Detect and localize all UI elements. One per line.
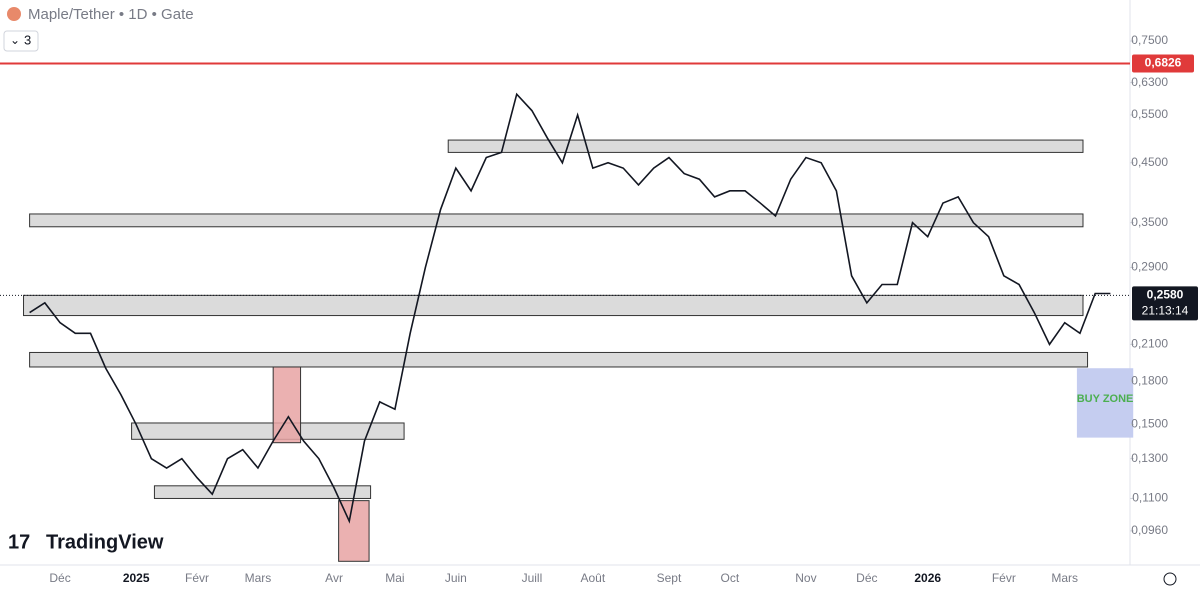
x-tick-label: Févr — [992, 571, 1016, 585]
y-tick-label: 0,0960 — [1131, 523, 1168, 537]
brand: TradingView — [46, 531, 164, 553]
countdown: 21:13:14 — [1142, 304, 1189, 318]
x-tick-label: Déc — [856, 571, 877, 585]
x-tick-label: Mai — [385, 571, 404, 585]
indicator-chevron: ⌄ — [10, 33, 20, 47]
zone-box — [29, 213, 1084, 228]
price-level-tag — [1132, 54, 1194, 73]
settings-icon[interactable] — [1163, 572, 1177, 586]
last-price-tag — [1132, 286, 1198, 321]
x-tick-label: Sept — [657, 571, 682, 585]
y-tick-label: 0,2900 — [1131, 260, 1168, 274]
y-tick-label: 0,2100 — [1131, 337, 1168, 351]
x-tick-label: Nov — [795, 571, 816, 585]
x-tick-label: Avr — [325, 571, 343, 585]
zone-box — [272, 366, 302, 444]
y-tick-label: 0,1100 — [1132, 491, 1168, 505]
price-line — [29, 92, 1111, 524]
zone-box — [23, 294, 1084, 317]
y-tick-label: 0,7500 — [1131, 33, 1168, 47]
x-tick-label: 2026 — [914, 571, 941, 585]
buy-zone-label: BUY ZONE — [1077, 393, 1134, 405]
buy-zone — [1076, 368, 1134, 438]
x-tick-label: Août — [580, 571, 605, 585]
zone-box — [447, 139, 1084, 153]
y-tick-label: 0,6300 — [1131, 75, 1168, 89]
x-tick-label: Déc — [49, 571, 70, 585]
last-price-label: 0,2580 — [1147, 288, 1184, 302]
y-tick-label: 0,4500 — [1131, 155, 1168, 169]
x-tick-label: Mars — [1051, 571, 1078, 585]
x-tick-label: 2025 — [123, 571, 150, 585]
y-tick-label: 0,3500 — [1131, 215, 1168, 229]
x-tick-label: Juin — [445, 571, 467, 585]
x-tick-label: Mars — [245, 571, 272, 585]
coin-icon — [7, 7, 21, 21]
zone-box — [131, 422, 405, 440]
chart-title: Maple/Tether • 1D • Gate — [28, 6, 194, 23]
zone-box — [29, 351, 1089, 368]
price-level-label: 0,6826 — [1145, 56, 1182, 70]
indicator-toggle[interactable] — [3, 30, 39, 52]
indicator-count: 3 — [24, 32, 31, 47]
y-tick-label: 0,5500 — [1131, 107, 1168, 121]
y-tick-label: 0,1300 — [1131, 451, 1168, 465]
y-tick-label: 0,1500 — [1131, 417, 1168, 431]
x-tick-label: Oct — [720, 571, 739, 585]
x-tick-label: Juill — [522, 571, 543, 585]
y-tick-label: 0,1800 — [1131, 373, 1168, 387]
x-tick-label: Févr — [185, 571, 209, 585]
logo-mark: 17 — [8, 531, 30, 553]
